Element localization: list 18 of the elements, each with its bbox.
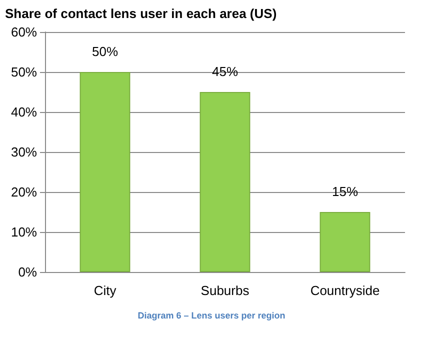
text: Diagram 6 – Lens users per region — [138, 310, 286, 320]
data-label: 15% — [332, 184, 358, 199]
y-tick-label: 20% — [10, 184, 38, 200]
bar — [320, 212, 370, 272]
y-tick-label: 60% — [10, 24, 38, 40]
y-tick-label: 0% — [18, 264, 38, 280]
y-tick-label: 30% — [10, 144, 38, 160]
y-tick-label: 40% — [10, 104, 38, 120]
x-tick-label: Countryside — [310, 283, 380, 298]
data-label: 50% — [92, 44, 118, 59]
y-tick-label: 50% — [10, 64, 38, 80]
bar — [80, 72, 130, 272]
bar — [200, 92, 250, 272]
x-tick-label: Suburbs — [200, 283, 250, 298]
y-tick-label: 10% — [10, 224, 38, 240]
data-label: 45% — [212, 64, 238, 79]
chart-title: Share of contact lens user in each area (US) — [5, 6, 277, 21]
x-tick-label: City — [94, 283, 117, 298]
